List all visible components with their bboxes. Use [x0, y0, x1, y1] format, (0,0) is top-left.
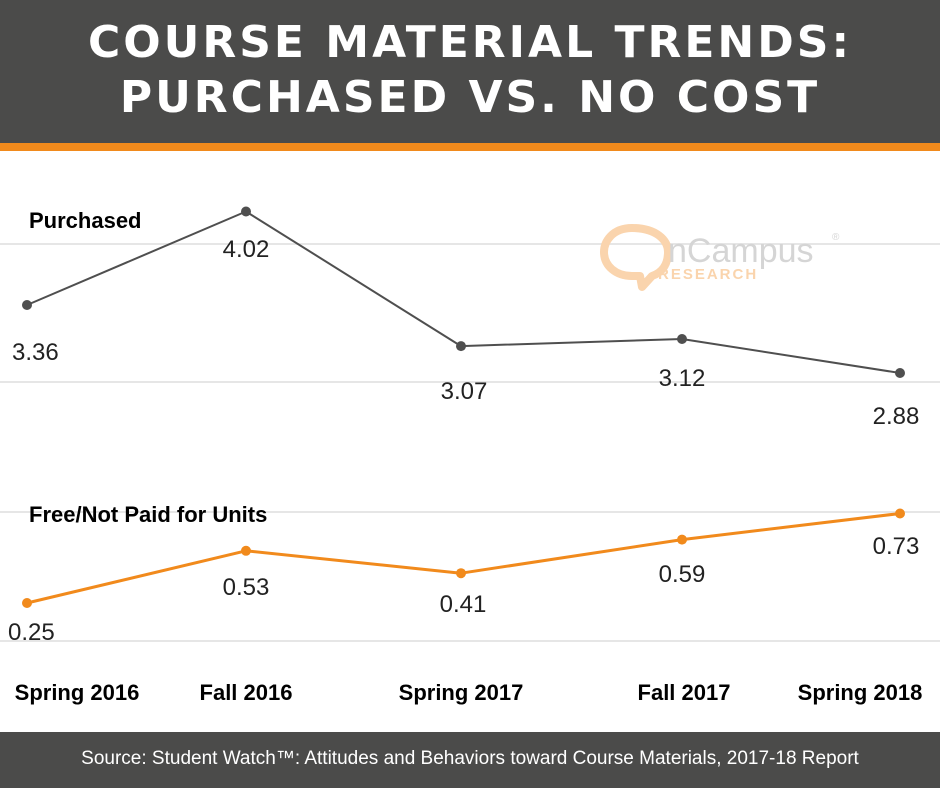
header-banner: COURSE MATERIAL TRENDS: PURCHASED VS. NO… [0, 0, 940, 143]
logo-sub-text: RESEARCH [658, 266, 758, 283]
purchased-data-label: 2.88 [873, 403, 920, 430]
x-axis-tick-label: Fall 2016 [200, 680, 293, 705]
free-data-label: 0.41 [440, 591, 487, 618]
free-point [241, 545, 251, 556]
purchased-point [895, 368, 905, 378]
source-citation: Source: Student Watch™: Attitudes and Be… [81, 748, 859, 769]
free-point [677, 534, 687, 545]
x-axis-tick-label: Spring 2016 [15, 680, 140, 705]
x-axis-labels: Spring 2016 Fall 2016 Spring 2017 Fall 2017… [15, 680, 923, 705]
free-point [456, 568, 466, 579]
purchased-data-label: 3.36 [12, 339, 59, 366]
free-series: 0.25 0.53 0.41 0.59 0.73 [8, 508, 920, 646]
purchased-point [677, 334, 687, 344]
oncampus-research-logo: nCampus ® RESEARCH [600, 224, 840, 291]
x-axis-tick-label: Fall 2017 [638, 680, 731, 705]
free-data-label: 0.25 [8, 619, 55, 646]
x-axis-tick-label: Spring 2017 [399, 680, 524, 705]
purchased-data-label: 3.07 [441, 378, 488, 405]
title-line-1: COURSE MATERIAL TRENDS: [87, 17, 853, 68]
free-series-label: Free/Not Paid for Units [29, 502, 267, 527]
purchased-series: 3.36 4.02 3.07 3.12 2.88 [12, 206, 920, 430]
purchased-point [456, 341, 466, 352]
purchased-point [22, 300, 32, 310]
free-data-label: 0.53 [223, 574, 270, 601]
free-point [895, 508, 905, 519]
accent-divider [0, 143, 940, 151]
purchased-point [241, 206, 251, 217]
title-line-2: PURCHASED VS. NO COST [119, 72, 821, 123]
logo-speech-bubble-icon [600, 224, 672, 291]
free-data-label: 0.59 [659, 561, 706, 588]
free-point [22, 598, 32, 608]
logo-main-text: nCampus [668, 232, 814, 270]
purchased-data-label: 4.02 [223, 236, 270, 263]
free-data-label: 0.73 [873, 533, 920, 560]
x-axis-tick-label: Spring 2018 [798, 680, 923, 705]
footer-banner: Source: Student Watch™: Attitudes and Be… [0, 732, 940, 788]
purchased-series-label: Purchased [29, 208, 142, 233]
logo-registered-mark: ® [832, 232, 840, 243]
gridlines [0, 243, 940, 642]
purchased-data-label: 3.12 [659, 365, 706, 392]
